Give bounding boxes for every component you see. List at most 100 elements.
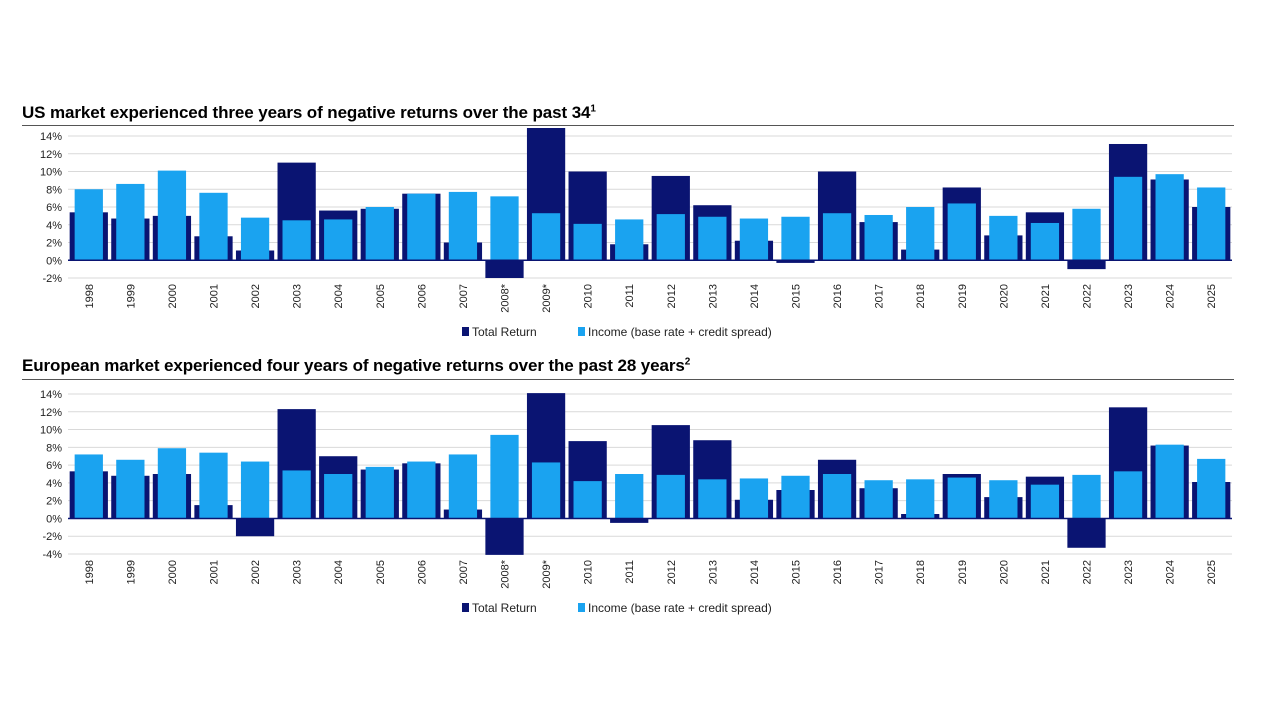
eu-chart-title-footnote: 2 [684, 356, 691, 368]
us-x-tick-label: 2009* [541, 283, 553, 312]
eu-bar-income [739, 478, 769, 519]
us-x-tick-label: 1999 [125, 284, 137, 308]
us-x-tick-label: 2007 [458, 284, 470, 308]
eu-bar-income [781, 475, 810, 519]
eu-bar-income [989, 480, 1018, 519]
us-y-tick-label: 0% [46, 255, 62, 267]
eu-x-tick-label: 2011 [624, 560, 636, 584]
eu-bar-income [490, 434, 519, 519]
eu-bar-income [1072, 474, 1101, 519]
eu-bar-income [74, 454, 103, 519]
us-chart-title-text: US market experienced three years of neg… [22, 103, 591, 122]
eu-x-tick-label: 2006 [416, 560, 428, 584]
eu-x-tick-label: 2004 [333, 560, 345, 584]
us-x-tick-label: 2025 [1206, 284, 1218, 308]
us-chart-title-footnote: 1 [590, 103, 596, 115]
eu-x-tick-label: 2020 [998, 560, 1010, 584]
us-bar-income [1072, 208, 1101, 261]
eu-bar-total-return [485, 518, 524, 555]
eu-y-tick-label: 4% [46, 478, 62, 490]
us-bar-income [365, 207, 394, 261]
eu-bar-income [906, 479, 935, 519]
eu-x-tick-label: 2023 [1123, 560, 1135, 584]
eu-legend-swatch-income [578, 603, 585, 612]
us-x-tick-label: 2014 [749, 284, 761, 308]
us-bar-income [947, 203, 976, 261]
eu-bar-income [698, 479, 727, 519]
us-bar-income [739, 218, 769, 261]
eu-y-tick-label: 8% [46, 442, 62, 454]
us-bar-total-return [776, 260, 815, 263]
eu-bar-income [282, 470, 311, 519]
eu-x-tick-label: 2016 [832, 560, 844, 584]
us-bar-income [324, 219, 353, 261]
eu-legend-swatch-total-return [462, 603, 469, 612]
eu-x-tick-label: 2021 [1040, 560, 1052, 584]
us-y-tick-label: 4% [46, 220, 62, 232]
eu-bar-income [157, 448, 187, 519]
eu-bar-total-return [610, 518, 649, 523]
eu-bar-total-return [235, 518, 275, 537]
us-bar-income [906, 207, 935, 261]
eu-x-tick-label: 2013 [707, 560, 719, 584]
us-x-tick-label: 2001 [209, 284, 221, 308]
eu-bar-income [324, 474, 353, 519]
eu-bar-income [1155, 444, 1184, 519]
us-legend-swatch-income [578, 327, 585, 336]
us-y-tick-label: 6% [46, 202, 62, 214]
us-bar-income [989, 215, 1018, 261]
eu-x-tick-label: 2007 [458, 560, 470, 584]
eu-bar-income [864, 480, 893, 519]
eu-bar-income [573, 481, 602, 519]
us-legend-label-income: Income (base rate + credit spread) [588, 325, 772, 339]
eu-y-tick-label: -4% [42, 549, 62, 561]
eu-bar-income [407, 461, 436, 519]
eu-y-tick-label: 10% [40, 425, 62, 437]
us-x-tick-label: 2023 [1123, 284, 1135, 308]
eu-chart-title: European market experienced four years o… [22, 356, 690, 376]
eu-x-tick-label: 2002 [250, 560, 262, 584]
us-bar-income [240, 217, 270, 261]
us-bar-income [74, 189, 103, 261]
eu-x-tick-label: 2025 [1206, 560, 1218, 584]
eu-bar-income [615, 474, 644, 519]
us-y-tick-label: 12% [40, 149, 62, 161]
eu-bar-income [448, 454, 478, 519]
eu-x-tick-label: 2018 [915, 560, 927, 584]
us-x-tick-label: 2008* [500, 283, 512, 312]
eu-x-tick-label: 2017 [874, 560, 886, 584]
us-y-tick-label: 14% [40, 131, 62, 143]
us-x-tick-label: 2003 [292, 284, 304, 308]
us-y-tick-label: 2% [46, 238, 62, 250]
us-x-tick-label: 2004 [333, 284, 345, 308]
us-x-tick-label: 2011 [624, 284, 636, 308]
us-bar-income [615, 219, 644, 261]
eu-chart: -4% -2% 0% 2% 4% 6% 8% 10% 12% 14% 1998 1999 2000 200… [40, 389, 1232, 615]
eu-x-tick-label: 2005 [375, 560, 387, 584]
eu-x-tick-label: 2009* [541, 559, 553, 588]
eu-legend-label-total-return: Total Return [472, 601, 537, 615]
us-bar-income [116, 183, 145, 261]
eu-y-tick-label: 0% [46, 513, 62, 525]
us-x-tick-label: 2020 [998, 284, 1010, 308]
eu-bar-income [1030, 484, 1060, 519]
eu-x-tick-label: 2000 [167, 560, 179, 584]
eu-bar-income [947, 477, 976, 519]
us-x-tick-label: 2012 [666, 284, 678, 308]
us-x-tick-label: 1998 [84, 284, 96, 308]
eu-bar-income [240, 461, 270, 519]
eu-x-tick-label: 2012 [666, 560, 678, 584]
eu-y-tick-label: 14% [40, 389, 62, 401]
us-x-tick-label: 2021 [1040, 284, 1052, 308]
eu-x-tick-label: 2001 [209, 560, 221, 584]
us-y-tick-label: 8% [46, 184, 62, 196]
us-bar-income [698, 216, 727, 261]
eu-x-tick-label: 2015 [791, 560, 803, 584]
eu-x-tick-label: 2003 [292, 560, 304, 584]
eu-x-tick-label: 2024 [1165, 560, 1177, 584]
us-bar-income [407, 193, 436, 261]
eu-bar-income [116, 459, 145, 519]
us-bar-income [448, 191, 478, 261]
us-chart-title-rule [22, 125, 1234, 126]
us-legend-label-total-return: Total Return [472, 325, 537, 339]
